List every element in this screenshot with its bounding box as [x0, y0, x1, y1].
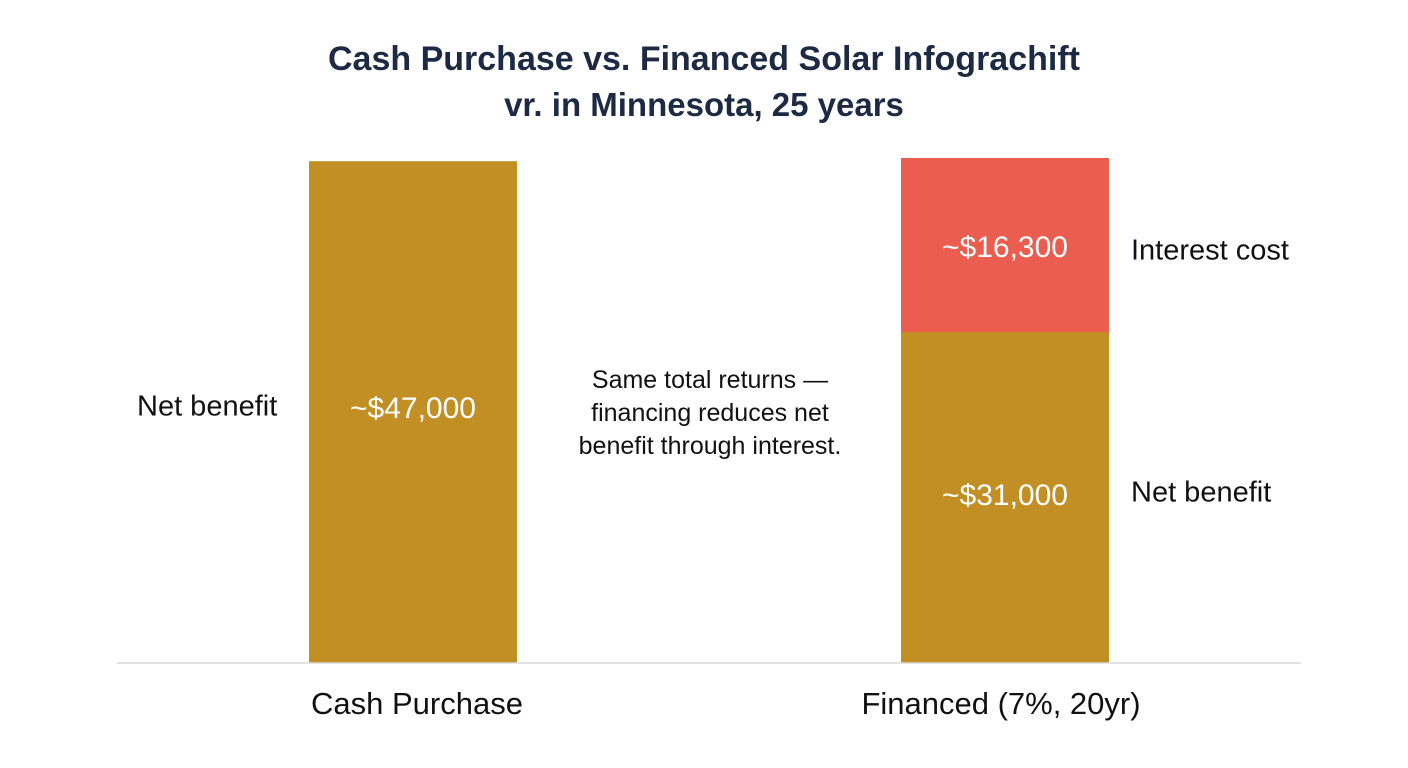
data-label: ~$31,000 — [942, 479, 1068, 512]
side-label: Net benefit — [137, 391, 277, 423]
bar-segment — [901, 158, 1109, 333]
bar-segment — [309, 161, 517, 664]
annotation-line: benefit through interest. — [578, 432, 842, 460]
data-label: ~$16,300 — [942, 231, 1068, 264]
side-label: Net benefit — [1131, 477, 1271, 509]
annotation-line: Same total returns — — [591, 366, 829, 394]
chart-annotation: Same total returns — financing reduces n… — [540, 364, 880, 463]
side-label: Interest cost — [1131, 235, 1289, 267]
chart-title: Cash Purchase vs. Financed Solar Infogra… — [328, 40, 1080, 78]
bar-segment — [901, 332, 1109, 663]
annotation-line: financing reduces net — [591, 399, 829, 427]
x-tick-label: Cash Purchase — [311, 686, 523, 721]
chart-subtitle: vr. in Minnesota, 25 years — [504, 86, 904, 123]
data-label: ~$47,000 — [350, 392, 476, 425]
x-tick-label: Financed (7%, 20yr) — [861, 686, 1140, 721]
